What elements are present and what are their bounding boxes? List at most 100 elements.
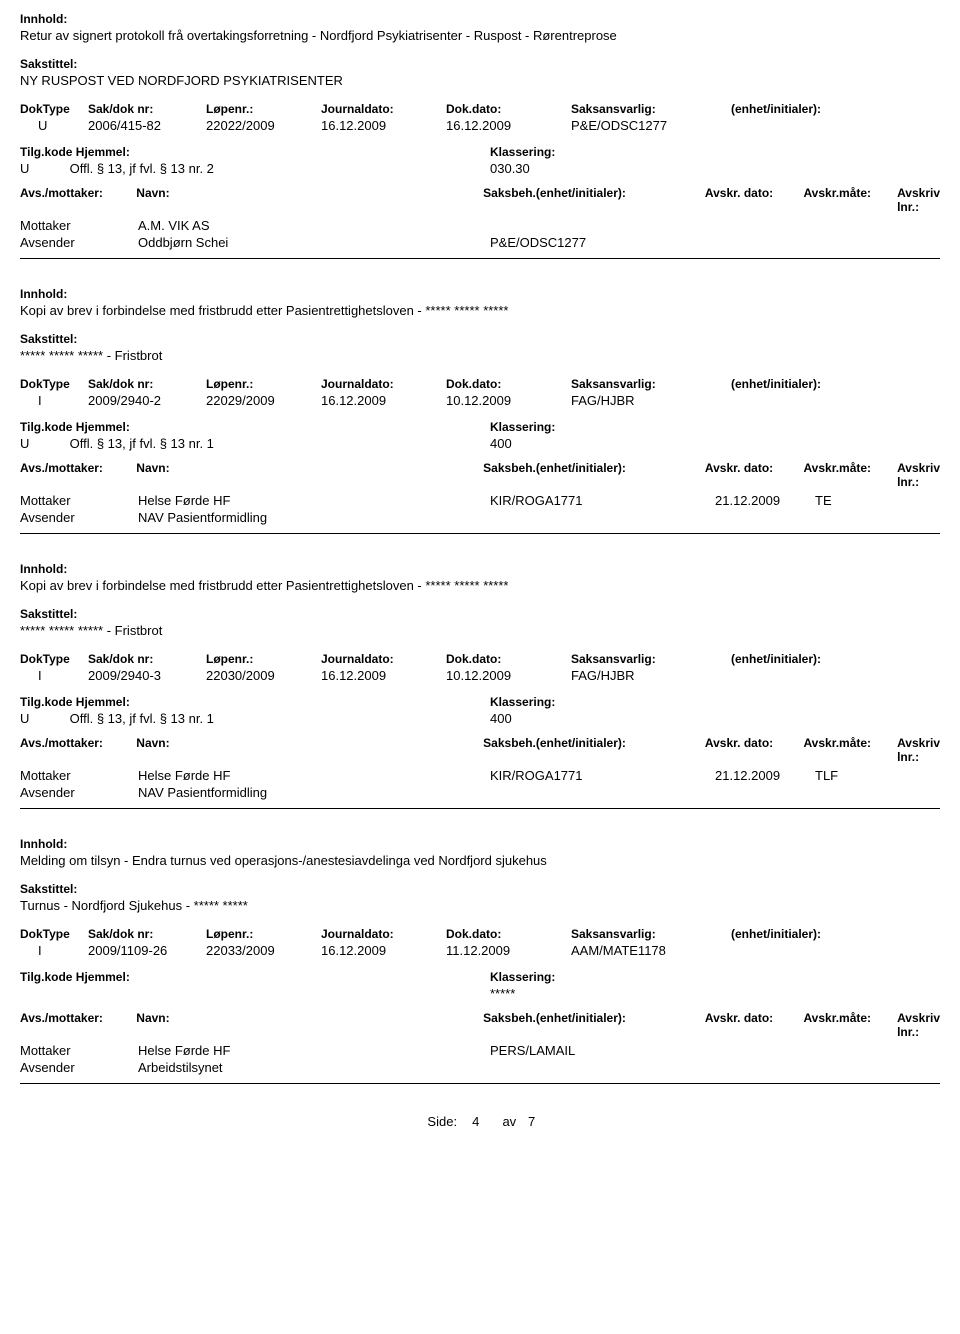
party-saksbeh: KIR/ROGA1771 <box>490 493 715 508</box>
hjemmel-label: Hjemmel: <box>76 420 130 434</box>
tilgkode-label: Tilg.kode <box>20 695 72 709</box>
party-saksbeh: KIR/ROGA1771 <box>490 768 715 783</box>
record-header-row: DokType Sak/dok nr: Løpenr.: Journaldato… <box>20 652 940 666</box>
party-adato: 21.12.2009 <box>715 493 815 508</box>
party-row: Mottaker Helse Førde HF KIR/ROGA1771 21.… <box>20 493 940 508</box>
record-divider <box>20 1083 940 1084</box>
innhold-label: Innhold: <box>20 287 940 301</box>
col-avs-mottaker: Avs./mottaker: <box>20 1011 136 1039</box>
party-row: Mottaker A.M. VIK AS <box>20 218 940 233</box>
tilgkode-label: Tilg.kode <box>20 970 72 984</box>
party-navn: NAV Pasientformidling <box>138 510 490 525</box>
party-row: Avsender Oddbjørn Schei P&E/ODSC1277 <box>20 235 940 250</box>
party-header-row: Avs./mottaker: Navn: Saksbeh.(enhet/init… <box>20 1011 940 1039</box>
val-lopenr: 22022/2009 <box>206 118 321 133</box>
party-saksbeh: PERS/LAMAIL <box>490 1043 715 1058</box>
party-header-row: Avs./mottaker: Navn: Saksbeh.(enhet/init… <box>20 736 940 764</box>
party-adato <box>715 785 815 800</box>
col-avskr-maate: Avskr.måte: <box>803 736 897 764</box>
tilgkode-label: Tilg.kode <box>20 145 72 159</box>
col-saksansvarlig: Saksansvarlig: <box>571 102 731 116</box>
party-saksbeh <box>490 510 715 525</box>
val-saksans: AAM/MATE1178 <box>571 943 731 958</box>
col-avs-mottaker: Avs./mottaker: <box>20 461 136 489</box>
val-enhet <box>731 118 911 133</box>
hjemmel-block: Tilg.kode Hjemmel: U Offl. § 13, jf fvl.… <box>20 695 940 726</box>
col-dokdato: Dok.dato: <box>446 652 571 666</box>
party-role: Mottaker <box>20 768 138 783</box>
hjemmel-label: Hjemmel: <box>76 695 130 709</box>
hjemmel-value: Offl. § 13, jf fvl. § 13 nr. 2 <box>70 161 214 176</box>
val-saksans: P&E/ODSC1277 <box>571 118 731 133</box>
val-enhet <box>731 668 911 683</box>
party-navn: Helse Førde HF <box>138 768 490 783</box>
party-navn: Helse Førde HF <box>138 493 490 508</box>
klassering-label: Klassering: <box>490 970 940 984</box>
party-role: Avsender <box>20 1060 138 1075</box>
col-avskr-maate: Avskr.måte: <box>803 1011 897 1039</box>
party-header-row: Avs./mottaker: Navn: Saksbeh.(enhet/init… <box>20 186 940 214</box>
tilgkode-label: Tilg.kode <box>20 420 72 434</box>
pager-av-label: av <box>494 1114 524 1129</box>
sakstittel-label: Sakstittel: <box>20 882 940 896</box>
innhold-value: Retur av signert protokoll frå overtakin… <box>20 28 940 43</box>
col-avskr-dato: Avskr. dato: <box>705 186 804 214</box>
party-saksbeh <box>490 1060 715 1075</box>
party-role: Mottaker <box>20 218 138 233</box>
journal-record: Innhold: Melding om tilsyn - Endra turnu… <box>20 837 940 1084</box>
journal-record: Innhold: Retur av signert protokoll frå … <box>20 12 940 259</box>
party-amaate <box>815 235 910 250</box>
record-value-row: I 2009/2940-3 22030/2009 16.12.2009 10.1… <box>20 668 940 683</box>
col-avskriv-lnr: Avskriv lnr.: <box>897 461 940 489</box>
page-footer: Side: 4 av 7 <box>20 1114 940 1129</box>
col-enhet: (enhet/initialer): <box>731 927 911 941</box>
col-journaldato: Journaldato: <box>321 102 446 116</box>
sakstittel-label: Sakstittel: <box>20 332 940 346</box>
val-enhet <box>731 943 911 958</box>
hjemmel-block: Tilg.kode Hjemmel: Klassering: ***** <box>20 970 940 1001</box>
val-jdato: 16.12.2009 <box>321 393 446 408</box>
party-navn: Arbeidstilsynet <box>138 1060 490 1075</box>
party-adato <box>715 1060 815 1075</box>
party-role: Avsender <box>20 785 138 800</box>
party-amaate: TE <box>815 493 910 508</box>
col-navn: Navn: <box>136 186 483 214</box>
val-doktype: I <box>20 943 88 958</box>
party-row: Avsender Arbeidstilsynet <box>20 1060 940 1075</box>
col-lopenr: Løpenr.: <box>206 927 321 941</box>
hjemmel-value: Offl. § 13, jf fvl. § 13 nr. 1 <box>70 711 214 726</box>
col-avskriv-lnr: Avskriv lnr.: <box>897 736 940 764</box>
col-saksbeh: Saksbeh.(enhet/initialer): <box>483 461 705 489</box>
col-journaldato: Journaldato: <box>321 652 446 666</box>
party-row: Mottaker Helse Førde HF PERS/LAMAIL <box>20 1043 940 1058</box>
party-adato <box>715 235 815 250</box>
col-doktype: DokType <box>20 927 88 941</box>
party-navn: Oddbjørn Schei <box>138 235 490 250</box>
party-amaate <box>815 785 910 800</box>
klassering-value: 030.30 <box>490 161 940 176</box>
klassering-label: Klassering: <box>490 695 940 709</box>
party-amaate <box>815 218 910 233</box>
col-enhet: (enhet/initialer): <box>731 102 911 116</box>
klassering-value: ***** <box>490 986 940 1001</box>
journal-record: Innhold: Kopi av brev i forbindelse med … <box>20 287 940 534</box>
col-avskr-dato: Avskr. dato: <box>705 461 804 489</box>
pager-current: 4 <box>461 1114 491 1129</box>
party-role: Mottaker <box>20 1043 138 1058</box>
record-header-row: DokType Sak/dok nr: Løpenr.: Journaldato… <box>20 377 940 391</box>
sakstittel-value: ***** ***** ***** - Fristbrot <box>20 348 940 363</box>
col-journaldato: Journaldato: <box>321 927 446 941</box>
val-ddato: 11.12.2009 <box>446 943 571 958</box>
col-saksansvarlig: Saksansvarlig: <box>571 652 731 666</box>
tilgkode-value: U <box>20 436 66 451</box>
val-saknr: 2009/1109-26 <box>88 943 206 958</box>
party-adato <box>715 510 815 525</box>
col-saknr: Sak/dok nr: <box>88 377 206 391</box>
val-lopenr: 22029/2009 <box>206 393 321 408</box>
party-amaate <box>815 1043 910 1058</box>
sakstittel-value: NY RUSPOST VED NORDFJORD PSYKIATRISENTER <box>20 73 940 88</box>
col-avs-mottaker: Avs./mottaker: <box>20 186 136 214</box>
col-saksbeh: Saksbeh.(enhet/initialer): <box>483 1011 705 1039</box>
val-ddato: 10.12.2009 <box>446 393 571 408</box>
val-jdato: 16.12.2009 <box>321 118 446 133</box>
